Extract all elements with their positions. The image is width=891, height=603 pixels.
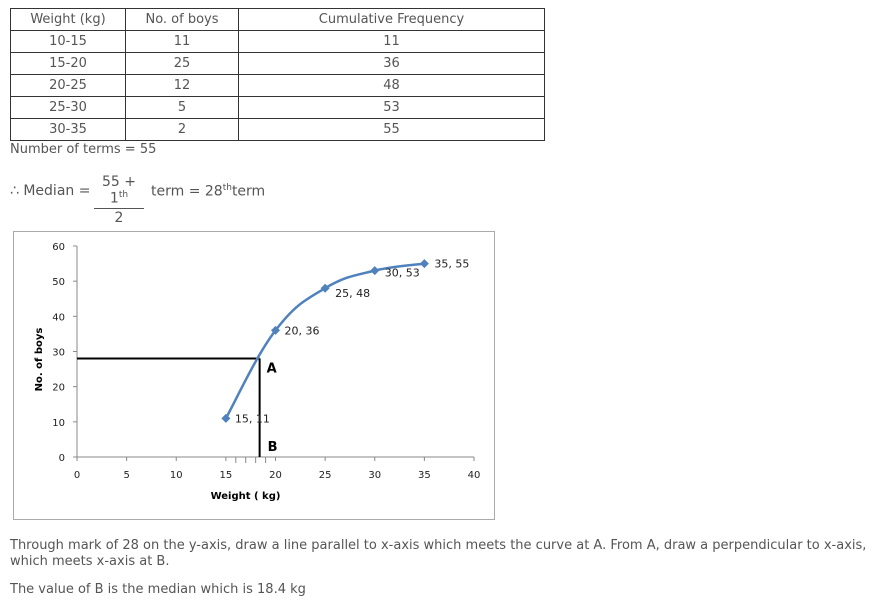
y-tick-label: 50 (52, 277, 65, 288)
ogive-chart: 0 10 20 30 40 50 60 0 5 10 15 20 25 30 35 40 Weight ( kg… (13, 231, 495, 520)
y-tick-label: 10 (52, 418, 65, 429)
fraction-numerator: 55 + 1th (94, 174, 144, 209)
x-tick-label: 40 (468, 470, 481, 481)
point-b-label: B (268, 440, 278, 455)
header-weight: Weight (kg) (10, 8, 126, 31)
data-label: 35, 55 (434, 258, 469, 271)
median-prefix: ∴ Median = (10, 183, 91, 199)
cell-boys: 2 (125, 118, 239, 141)
x-axis-label: Weight ( kg) (211, 491, 281, 502)
data-point (320, 283, 330, 293)
y-tick-label: 20 (52, 383, 65, 394)
median-middle-sup: th (222, 183, 232, 193)
cell-weight: 25-30 (10, 96, 126, 119)
y-tick-label: 0 (59, 453, 65, 464)
x-tick-label: 0 (74, 470, 80, 481)
median-result: term = 28thterm (151, 183, 265, 200)
y-axis-label: No. of boys (34, 328, 45, 392)
table-row: 10-15 11 11 (10, 30, 545, 53)
y-tick-label: 40 (52, 312, 65, 323)
data-point (370, 266, 380, 276)
table-row: 25-30 5 53 (10, 96, 545, 119)
table-row: 15-20 25 36 (10, 52, 545, 75)
cell-cumulative: 53 (238, 96, 545, 119)
fraction-denominator: 2 (114, 209, 124, 226)
cell-weight: 10-15 (10, 30, 126, 53)
x-tick-label: 5 (123, 470, 129, 481)
conclusion-text: The value of B is the median which is 18… (10, 582, 306, 597)
frequency-table: Weight (kg) No. of boys Cumulative Frequ… (10, 8, 545, 141)
table-header-row: Weight (kg) No. of boys Cumulative Frequ… (10, 8, 545, 31)
cell-cumulative: 36 (238, 52, 545, 75)
x-tick-label: 10 (170, 470, 183, 481)
y-tick-label: 60 (52, 242, 65, 253)
x-tick-label: 35 (418, 470, 431, 481)
table-row: 20-25 12 48 (10, 74, 545, 97)
series-line (224, 262, 425, 419)
data-label: 30, 53 (385, 267, 420, 280)
numerator-sup: th (118, 190, 129, 200)
median-suffix: term (231, 183, 266, 200)
cell-boys: 5 (125, 96, 239, 119)
data-point (221, 413, 231, 423)
x-tick-label: 15 (220, 470, 233, 481)
data-label: 25, 48 (335, 287, 370, 300)
x-tick-label: 20 (269, 470, 282, 481)
x-tick-label: 30 (368, 470, 381, 481)
cell-cumulative: 55 (238, 118, 545, 141)
data-point (271, 325, 280, 335)
data-label: 15, 11 (235, 412, 270, 425)
explanation-text: Through mark of 28 on the y-axis, draw a… (10, 538, 867, 569)
numerator-text: 55 + 1 (102, 174, 136, 207)
median-fraction: 55 + 1th 2 (94, 174, 144, 226)
data-label: 20, 36 (285, 324, 320, 337)
point-a-label: A (267, 362, 277, 377)
header-boys: No. of boys (125, 8, 239, 31)
header-cumulative: Cumulative Frequency (238, 8, 545, 31)
table-row: 30-35 2 55 (10, 118, 545, 141)
number-of-terms: Number of terms = 55 (10, 142, 157, 157)
cell-boys: 12 (125, 74, 239, 97)
y-tick-label: 30 (52, 348, 65, 359)
x-tick-label: 25 (319, 470, 332, 481)
cell-boys: 25 (125, 52, 239, 75)
data-point (419, 259, 429, 269)
cell-weight: 20-25 (10, 74, 126, 97)
cell-weight: 15-20 (10, 52, 126, 75)
median-middle: term = 28 (151, 183, 223, 200)
cell-cumulative: 48 (238, 74, 545, 97)
cell-cumulative: 11 (238, 30, 545, 53)
chart-svg: 0 10 20 30 40 50 60 0 5 10 15 20 25 30 35 40 Weight ( kg… (34, 242, 481, 502)
cell-weight: 30-35 (10, 118, 126, 141)
cell-boys: 11 (125, 30, 239, 53)
